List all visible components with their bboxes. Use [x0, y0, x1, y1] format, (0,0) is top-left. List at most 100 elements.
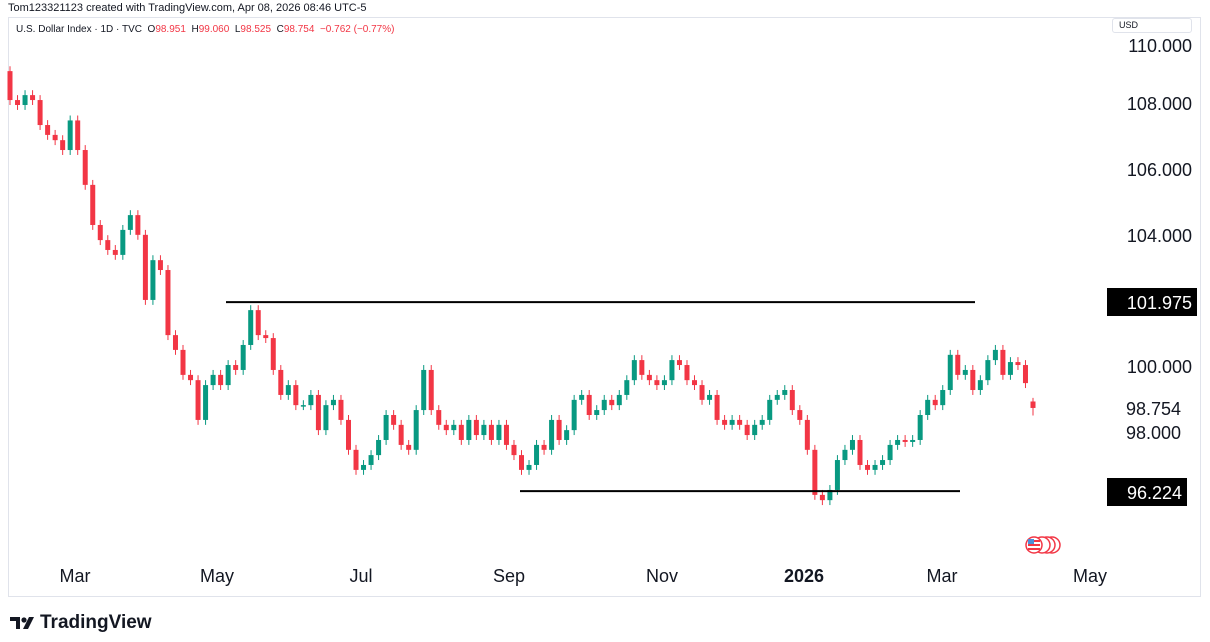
- candle-up: [774, 390, 780, 405]
- candle-body: [225, 365, 231, 386]
- candle-up: [564, 425, 570, 445]
- candle-down: [345, 414, 351, 455]
- candle-body: [744, 424, 750, 436]
- candle-body: [549, 419, 555, 450]
- candle-body: [977, 380, 983, 391]
- candle-body: [345, 419, 351, 450]
- candle-up: [421, 365, 427, 415]
- candle-body: [496, 424, 502, 440]
- candle-up: [526, 460, 532, 475]
- tradingview-logo-icon: [10, 617, 34, 629]
- currency-label[interactable]: USD: [1112, 18, 1192, 33]
- candle-body: [819, 494, 825, 501]
- candle-down: [157, 255, 163, 275]
- candle-down: [15, 95, 21, 110]
- candle-up: [601, 394, 607, 415]
- candle-down: [233, 360, 239, 375]
- candle-body: [75, 120, 81, 151]
- candle-body: [421, 369, 427, 411]
- candle-body: [661, 380, 667, 386]
- candle-body: [970, 369, 976, 391]
- candle-body: [752, 424, 758, 436]
- candle-up: [895, 435, 901, 450]
- candle-body: [1000, 349, 1006, 375]
- candle-body: [451, 424, 457, 431]
- candle-down: [797, 405, 803, 425]
- time-tick: May: [1073, 566, 1107, 586]
- candle-body: [789, 390, 795, 411]
- candle-body: [624, 380, 630, 395]
- candle-body: [52, 134, 58, 141]
- candle-body: [406, 444, 412, 450]
- candle-body: [699, 385, 705, 400]
- candle-body: [684, 365, 690, 381]
- candle-up: [225, 360, 231, 391]
- symbol-name: U.S. Dollar Index · 1D · TVC: [16, 24, 142, 35]
- candle-down: [338, 394, 344, 425]
- candle-body: [7, 71, 13, 101]
- tradingview-logo[interactable]: TradingView: [10, 612, 152, 634]
- candle-up: [992, 344, 998, 366]
- change-value: −0.762 (−0.77%): [319, 24, 395, 35]
- candle-up: [549, 414, 555, 455]
- chart-pane[interactable]: [8, 17, 1201, 597]
- line-price-label: 96.224: [1127, 483, 1182, 503]
- candle-up: [150, 255, 156, 305]
- candle-down: [737, 414, 743, 430]
- candle-down: [278, 365, 284, 400]
- candle-body: [895, 439, 901, 445]
- candle-body: [646, 374, 652, 381]
- candle-body: [609, 399, 615, 406]
- candle-body: [218, 374, 224, 386]
- price-tick: 100.000: [1127, 357, 1192, 377]
- candle-body: [112, 249, 118, 255]
- candle-body: [1030, 401, 1036, 408]
- candle-down: [586, 390, 592, 420]
- candle-up: [534, 439, 540, 470]
- candle-body: [519, 455, 524, 470]
- candle-down: [511, 439, 517, 461]
- candles: [7, 66, 1036, 506]
- candle-down: [353, 444, 359, 475]
- candle-down: [676, 355, 682, 370]
- candle-up: [661, 375, 667, 391]
- candle-body: [692, 380, 698, 386]
- candle-body: [842, 449, 848, 461]
- candle-up: [361, 460, 367, 475]
- candle-up: [248, 305, 254, 350]
- candle-body: [722, 419, 728, 425]
- candle-up: [451, 419, 457, 436]
- candle-up: [767, 394, 773, 425]
- time-tick: Mar: [927, 566, 958, 586]
- candle-down: [398, 419, 404, 450]
- candle-down: [315, 390, 321, 436]
- candle-down: [218, 369, 224, 391]
- high-value: 99.060: [198, 24, 230, 35]
- candle-down: [82, 145, 88, 190]
- candle-body: [511, 444, 517, 456]
- candle-body: [774, 394, 780, 400]
- candle-down: [692, 375, 698, 391]
- candle-body: [263, 335, 269, 339]
- candle-up: [330, 394, 336, 411]
- candle-body: [413, 410, 419, 450]
- candle-up: [707, 390, 713, 405]
- candle-body: [293, 385, 299, 406]
- candle-up: [872, 460, 878, 475]
- candle-body: [285, 385, 291, 395]
- candle-down: [473, 414, 479, 440]
- candle-up: [127, 210, 133, 235]
- candle-body: [30, 95, 36, 101]
- candle-body: [180, 349, 186, 375]
- candle-body: [368, 455, 374, 465]
- candle-down: [789, 385, 795, 415]
- candle-body: [940, 390, 946, 406]
- candle-body: [127, 215, 133, 230]
- candle-up: [466, 414, 472, 445]
- us-flag-events-icon[interactable]: [1025, 536, 1061, 554]
- price-axis: 110.000 108.000 106.000 104.000 100.000 …: [1107, 36, 1197, 506]
- candle-up: [827, 485, 833, 506]
- candle-down: [488, 419, 494, 445]
- candle-body: [255, 310, 261, 336]
